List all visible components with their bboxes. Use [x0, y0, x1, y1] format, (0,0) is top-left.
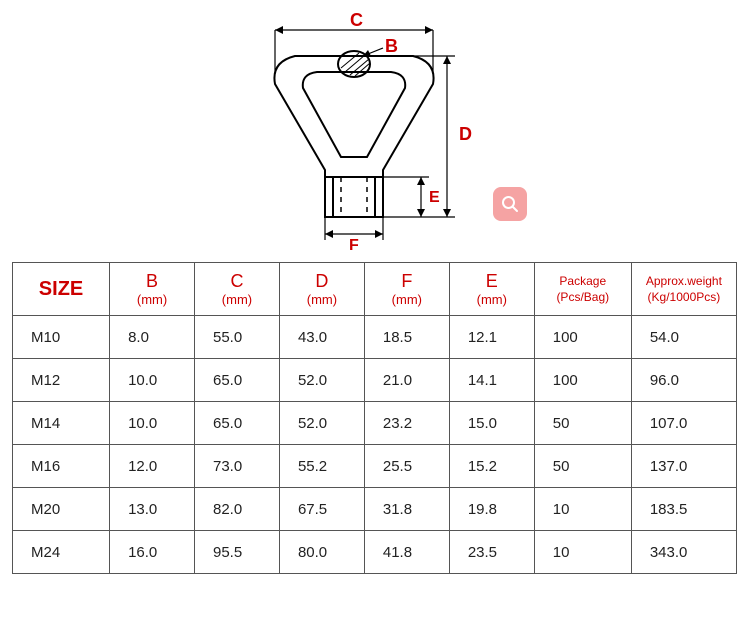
table-header-row: SIZE B (mm) C (mm) D (mm) F (mm) E (mm) — [13, 263, 737, 316]
table-cell: 50 — [534, 445, 631, 488]
table-cell: 100 — [534, 359, 631, 402]
table-cell: 15.0 — [449, 402, 534, 445]
dim-label-e: E — [429, 189, 440, 206]
table-cell: 67.5 — [279, 488, 364, 531]
table-cell: 80.0 — [279, 531, 364, 574]
table-cell: 43.0 — [279, 316, 364, 359]
col-header-c: C (mm) — [195, 263, 280, 316]
dim-label-b: B — [385, 36, 398, 56]
table-row: M1410.065.052.023.215.050107.0 — [13, 402, 737, 445]
technical-diagram: C B D E — [12, 12, 737, 252]
table-cell: 15.2 — [449, 445, 534, 488]
table-cell: 18.5 — [364, 316, 449, 359]
col-header-f: F (mm) — [364, 263, 449, 316]
table-cell: M24 — [13, 531, 110, 574]
table-cell: 25.5 — [364, 445, 449, 488]
table-cell: 31.8 — [364, 488, 449, 531]
table-cell: 107.0 — [631, 402, 736, 445]
table-row: M2416.095.580.041.823.510343.0 — [13, 531, 737, 574]
table-cell: M14 — [13, 402, 110, 445]
table-cell: 13.0 — [110, 488, 195, 531]
table-cell: M10 — [13, 316, 110, 359]
table-cell: M20 — [13, 488, 110, 531]
col-header-size: SIZE — [13, 263, 110, 316]
table-cell: 10.0 — [110, 402, 195, 445]
table-cell: 8.0 — [110, 316, 195, 359]
zoom-search-badge[interactable] — [493, 187, 527, 221]
table-cell: 65.0 — [195, 359, 280, 402]
table-cell: 10 — [534, 531, 631, 574]
eye-nut-drawing: C B D E — [215, 12, 535, 252]
table-cell: 12.1 — [449, 316, 534, 359]
table-cell: 16.0 — [110, 531, 195, 574]
col-header-b: B (mm) — [110, 263, 195, 316]
table-row: M1612.073.055.225.515.250137.0 — [13, 445, 737, 488]
search-icon — [500, 194, 520, 214]
table-row: M2013.082.067.531.819.810183.5 — [13, 488, 737, 531]
table-cell: 100 — [534, 316, 631, 359]
dim-label-c: C — [350, 12, 363, 30]
table-cell: 21.0 — [364, 359, 449, 402]
table-cell: 82.0 — [195, 488, 280, 531]
table-cell: 10.0 — [110, 359, 195, 402]
col-header-package: Package (Pcs/Bag) — [534, 263, 631, 316]
table-body: M108.055.043.018.512.110054.0M1210.065.0… — [13, 316, 737, 574]
dim-label-f: F — [349, 237, 359, 252]
table-cell: 55.2 — [279, 445, 364, 488]
table-cell: 10 — [534, 488, 631, 531]
col-header-d: D (mm) — [279, 263, 364, 316]
table-cell: 52.0 — [279, 359, 364, 402]
table-row: M1210.065.052.021.014.110096.0 — [13, 359, 737, 402]
table-cell: 23.5 — [449, 531, 534, 574]
table-cell: 96.0 — [631, 359, 736, 402]
table-row: M108.055.043.018.512.110054.0 — [13, 316, 737, 359]
table-cell: 19.8 — [449, 488, 534, 531]
table-cell: 55.0 — [195, 316, 280, 359]
table-cell: M12 — [13, 359, 110, 402]
table-cell: 52.0 — [279, 402, 364, 445]
table-cell: 65.0 — [195, 402, 280, 445]
table-cell: 183.5 — [631, 488, 736, 531]
col-header-e: E (mm) — [449, 263, 534, 316]
table-cell: 14.1 — [449, 359, 534, 402]
table-cell: 73.0 — [195, 445, 280, 488]
table-cell: 12.0 — [110, 445, 195, 488]
table-cell: 95.5 — [195, 531, 280, 574]
dim-label-d: D — [459, 124, 472, 144]
spec-table: SIZE B (mm) C (mm) D (mm) F (mm) E (mm) — [12, 262, 737, 574]
col-header-weight: Approx.weight (Kg/1000Pcs) — [631, 263, 736, 316]
table-cell: 23.2 — [364, 402, 449, 445]
table-cell: 50 — [534, 402, 631, 445]
table-cell: 137.0 — [631, 445, 736, 488]
table-cell: 54.0 — [631, 316, 736, 359]
table-cell: 41.8 — [364, 531, 449, 574]
table-cell: 343.0 — [631, 531, 736, 574]
table-cell: M16 — [13, 445, 110, 488]
